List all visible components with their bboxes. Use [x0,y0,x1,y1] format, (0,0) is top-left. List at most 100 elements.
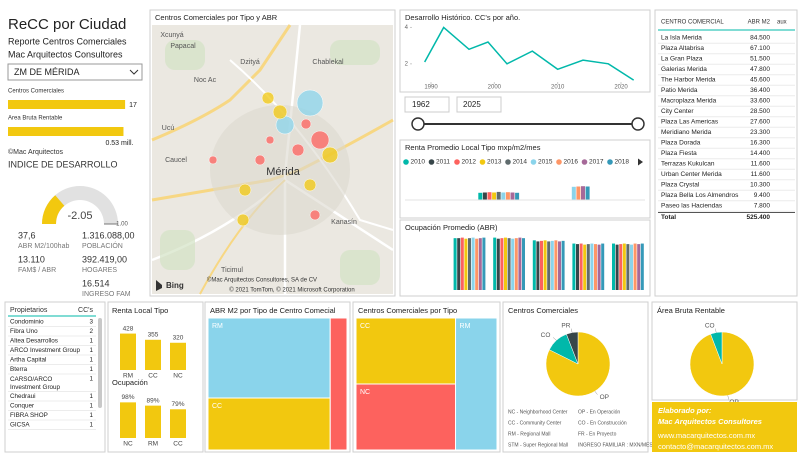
map-vegetation [160,230,195,270]
bar [554,240,558,290]
year-from-box[interactable] [404,96,450,113]
bar [558,241,561,290]
map-bubble [254,154,266,166]
gauge-track [42,186,118,224]
data-label: 355 [148,332,159,339]
pie-slice [566,331,579,365]
report-subtitle: Reporte Centros Comerciales [8,36,127,46]
bar [493,237,497,290]
kpi-bar-title: Area Bruta Rentable [8,116,63,122]
treemap-label: CC [360,323,370,330]
kpi-label: ABR M2/100hab [18,243,69,250]
table-total: Total [661,214,676,221]
table-cell: 11.600 [751,161,771,168]
x-tick-label: NC [173,373,183,380]
bar [507,238,511,290]
bar [619,244,623,290]
table-cell: 45.600 [750,77,770,84]
map-place: Caucel [165,157,187,164]
legend-swatch [505,159,511,165]
table-cell: City Center [661,108,694,115]
bar [612,243,615,290]
legend-label: 2018 [615,159,630,166]
table-header: Propietarios [10,307,48,314]
bar [460,237,464,290]
table-cell: Galerias Merida [661,66,707,73]
table-total: 525.400 [747,214,771,221]
bar [500,238,504,290]
kpi-value: 392.419,00 [82,254,127,264]
year-to: 2025 [463,100,481,109]
table-header: CENTRO COMERCIAL [661,20,724,26]
kpi-label: FAM$ / ABR [18,267,56,274]
year-to-box[interactable] [456,96,502,113]
gauge-value [42,195,65,224]
bar [547,241,551,290]
map-bubble [296,89,324,117]
legend-note: NC - Neighborhood Center [508,409,568,415]
map-bubble [265,135,275,145]
table-cell: 23.300 [750,129,770,136]
x-tick-label: 2000 [488,85,502,91]
table-cell: Chedraui [10,393,36,400]
bar [633,243,637,290]
credits-by: Elaborado por: [658,406,712,415]
bar [478,192,483,200]
chart-title: Desarrollo Histórico. CC's por año. [405,13,520,22]
map-bubble [303,178,317,192]
table-cell: Plaza Las Americas [661,119,719,126]
x-tick-label: NC [123,441,133,448]
x-tick-label: 2020 [614,85,628,91]
table-cell: Plaza Fiesta [661,150,697,157]
table-cell: 9.400 [754,192,771,199]
index-title: INDICE DE DESARROLLO [8,159,118,169]
city-dropdown[interactable] [7,63,143,81]
kpi-bar-label: 17 [129,102,137,109]
bar [120,333,136,370]
bar [510,192,515,200]
panel [399,139,651,219]
bar [145,339,161,370]
table-cell: Macroplaza Merida [661,98,717,105]
legend-next[interactable] [638,158,643,166]
kpi-value: 13.110 [18,254,45,264]
bar [583,244,587,290]
pie-leader [570,328,573,333]
bar [601,243,605,290]
pie-leader [552,337,557,341]
table-cell: 33.600 [750,98,770,105]
table-cell: La Gran Plaza [661,56,703,63]
x-tick-label: 1990 [424,85,438,91]
bar [543,240,547,290]
treemap-label: NC [360,389,370,396]
table-header: ABR M2 [748,20,771,26]
table-cell: Patio Merida [661,87,698,94]
legend-swatch [403,159,409,165]
pie-label: CO [541,332,551,339]
bar [540,240,543,290]
bar [464,238,468,290]
scrollbar[interactable] [98,318,102,408]
x-tick-label: CC [173,441,183,448]
credits-web: www.macarquitectos.com.mx [657,431,755,440]
legend-swatch [479,159,486,165]
table-cell: Plaza Altabrisa [661,45,704,52]
legend-label: 2012 [462,159,477,166]
slider-handle[interactable] [411,117,425,131]
kpi-label: POBLACIÓN [82,241,123,250]
table-cell: ARCO Investment Group [10,347,80,354]
table-cell: 1 [89,403,93,410]
table-cell: La Isla Merida [661,35,702,42]
treemap-cell [355,383,457,451]
map-bubble [238,183,252,197]
kpi-bar-label: 0.53 mill. [105,140,133,147]
table-cell: 2 [89,328,93,335]
slider-handle[interactable] [631,117,645,131]
legend-label: 2011 [436,159,450,166]
table-cell: 28.500 [750,108,770,115]
map-bubble [236,213,250,227]
pie-label: CO [705,322,715,329]
map-bubble [321,146,339,164]
map-vegetation [165,40,205,70]
